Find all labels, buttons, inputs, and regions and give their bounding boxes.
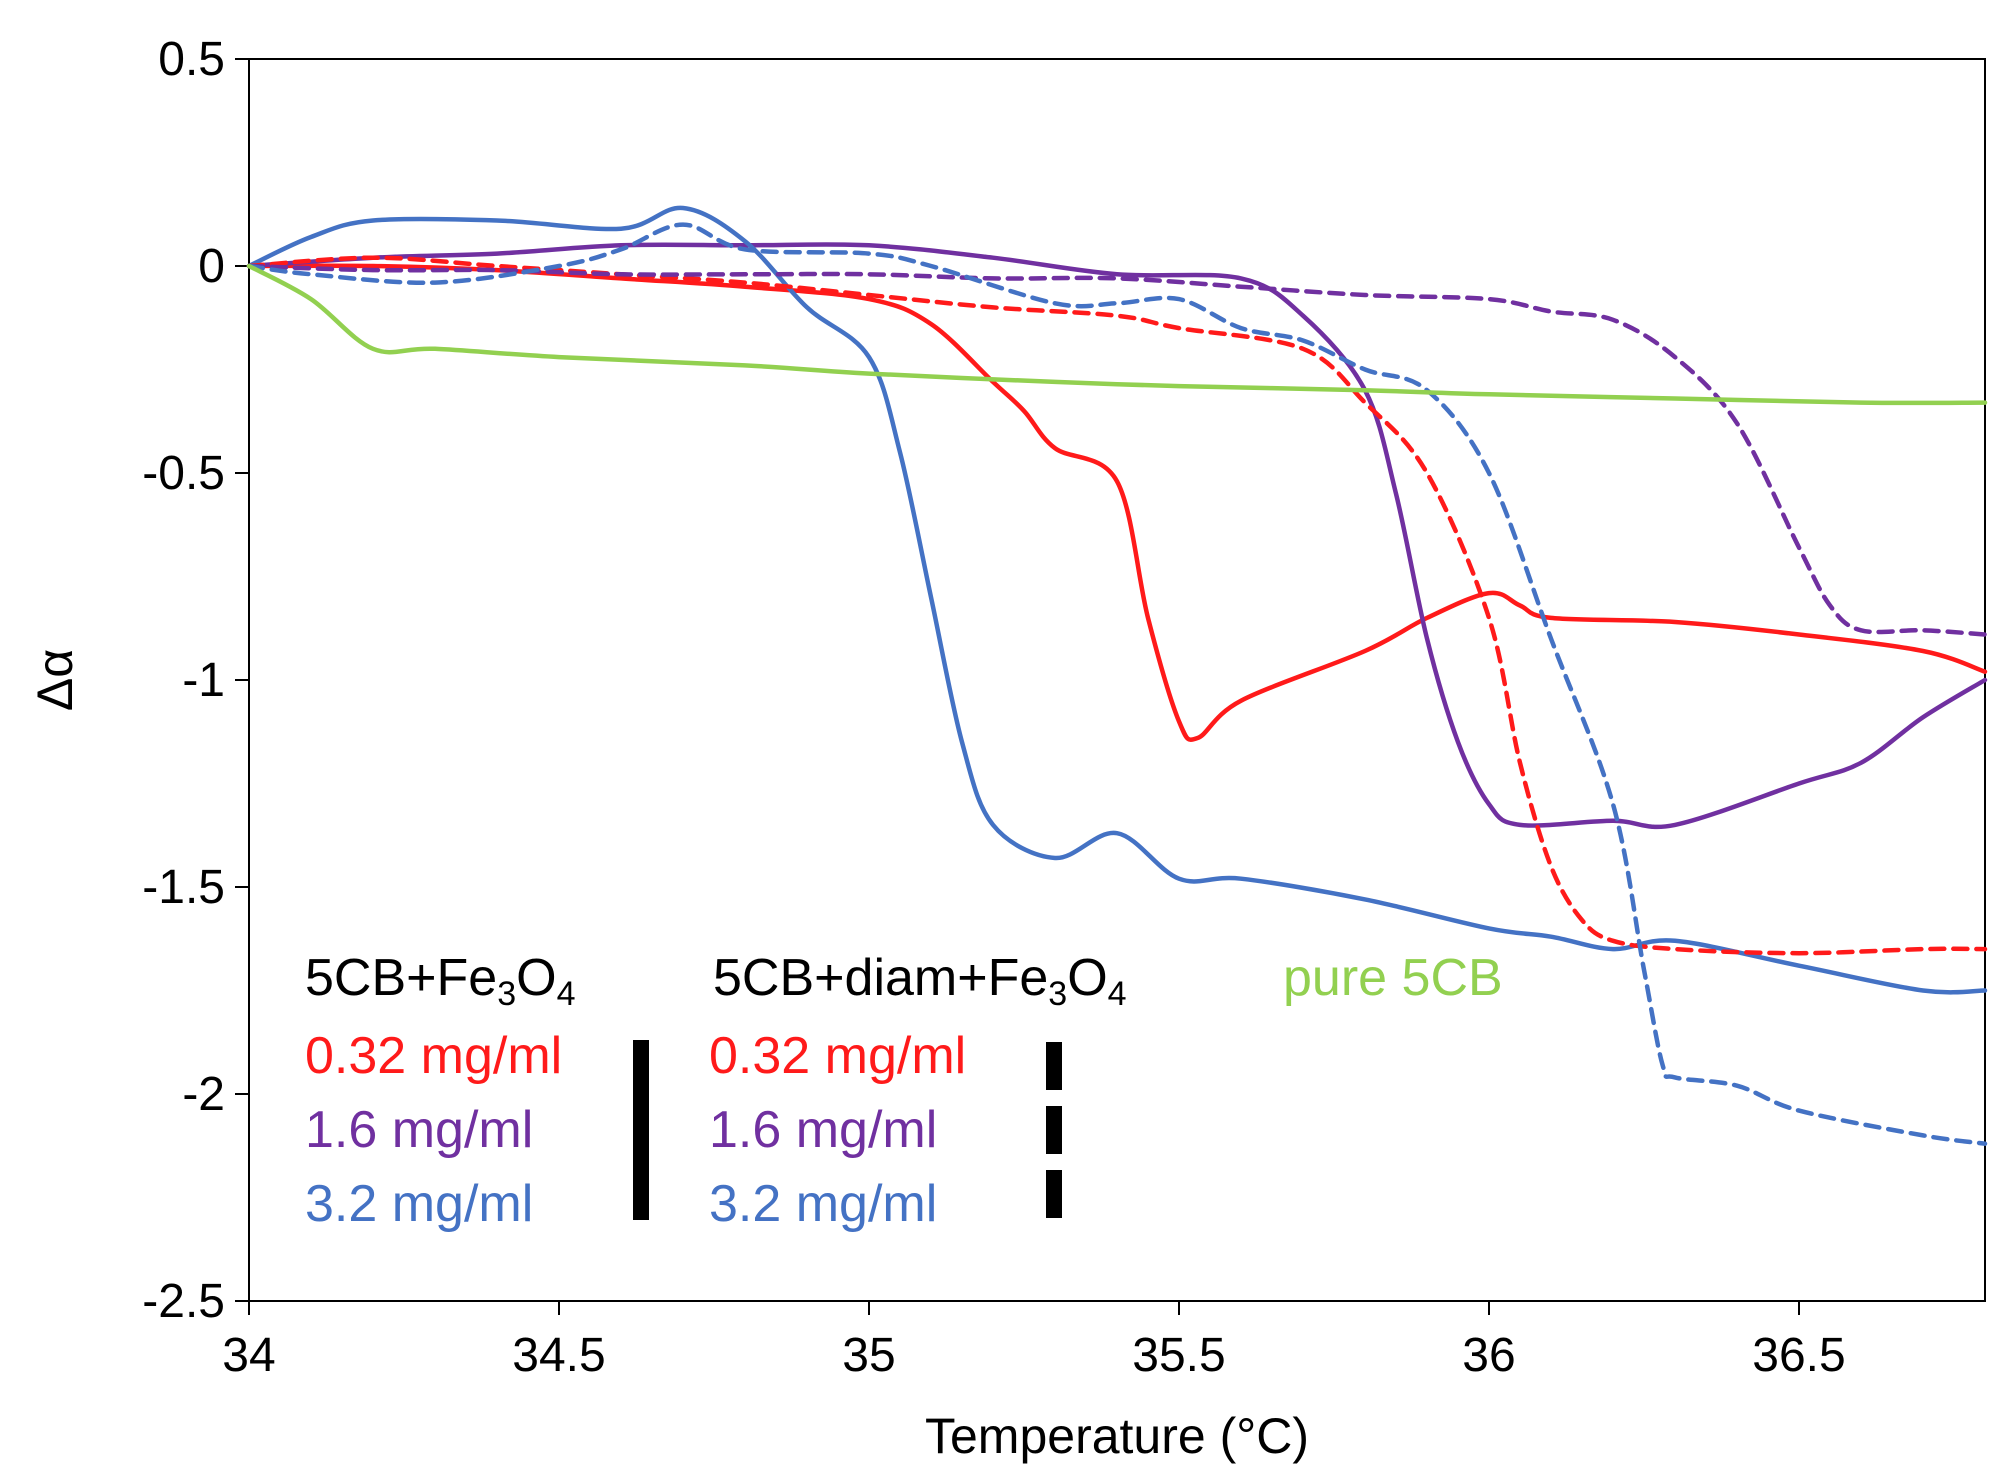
series-layer [246,205,1988,1146]
x-axis-label: Temperature (°C) [925,1408,1309,1464]
y-tick-label: 0.5 [158,33,225,86]
x-tick-label: 36 [1462,1329,1515,1382]
legend-group2-entry-1: 0.32 mg/ml [709,1027,966,1085]
x-tick-label: 36.5 [1752,1329,1845,1382]
legend-group2-entry-2: 1.6 mg/ml [709,1101,937,1159]
y-tick-label: -1 [182,654,225,707]
series-line-blue-solid [246,205,1988,995]
legend-group1-title: 5CB+Fe3O4 [305,949,576,1013]
series-line-purple-dashed [246,263,1988,637]
legend-pure-5cb: pure 5CB [1283,949,1503,1007]
y-axis-label: Δα [27,649,83,711]
x-tick-label: 35.5 [1132,1329,1225,1382]
y-tick-label: -0.5 [142,447,225,500]
x-tick-label: 35 [842,1329,895,1382]
legend-group2-title: 5CB+diam+Fe3O4 [713,949,1127,1013]
y-tick-label: 0 [198,240,225,293]
legend: 5CB+Fe3O4 5CB+diam+Fe3O4 pure 5CB 0.32 m… [305,949,1503,1233]
series-line-red-solid [246,263,1988,742]
legend-group2-entry-3: 3.2 mg/ml [709,1175,937,1233]
y-ticks: 0.5 0 -0.5 -1 -1.5 -2 -2.5 [142,33,249,1328]
y-tick-label: -1.5 [142,861,225,914]
series-line-green-solid [246,263,1988,406]
y-tick-label: -2 [182,1068,225,1121]
x-tick-label: 34 [222,1329,275,1382]
legend-group1-entry-2: 1.6 mg/ml [305,1101,533,1159]
series-line-blue-dashed [246,222,1988,1146]
y-tick-label: -2.5 [142,1275,225,1328]
x-ticks: 34 34.5 35 35.5 36 36.5 [222,1301,1846,1382]
legend-group1-entry-3: 3.2 mg/ml [305,1175,533,1233]
x-tick-label: 34.5 [512,1329,605,1382]
legend-group1-entry-1: 0.32 mg/ml [305,1027,562,1085]
